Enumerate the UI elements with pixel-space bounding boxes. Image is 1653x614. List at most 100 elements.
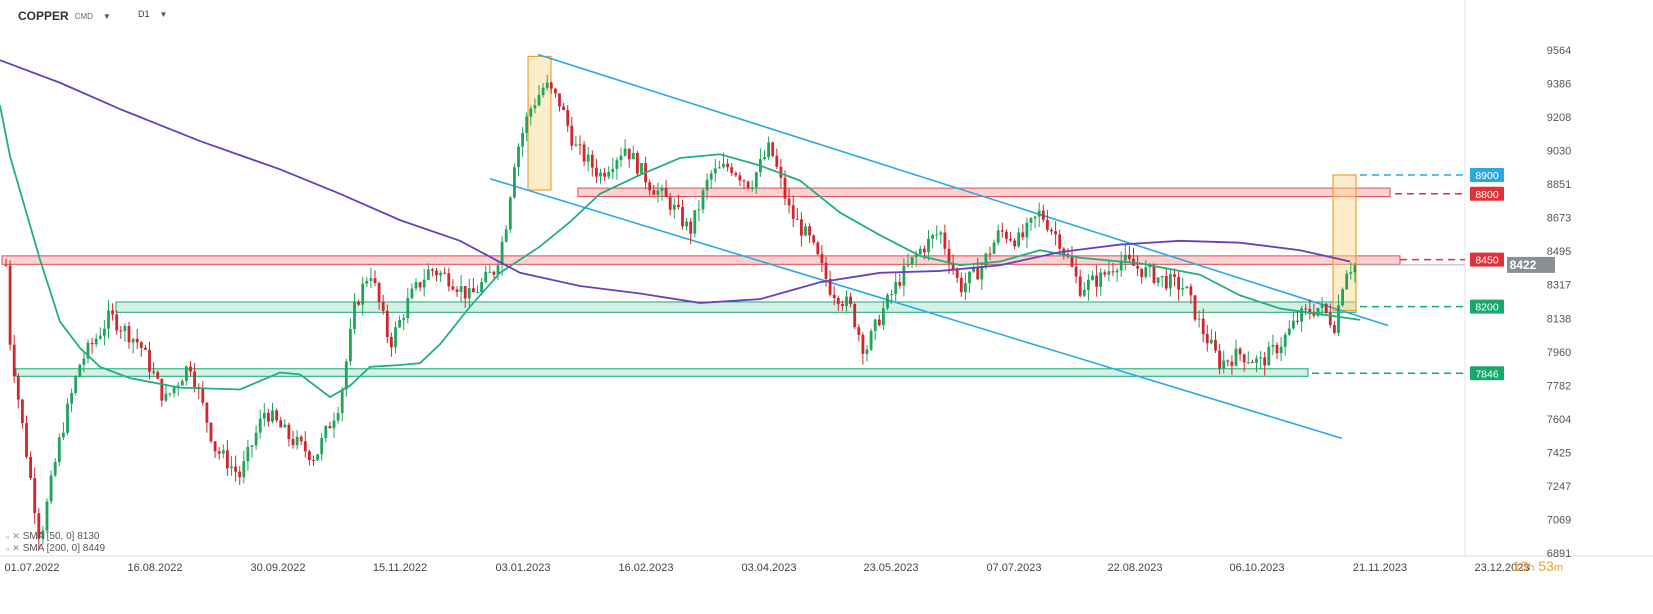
- legend-label: SMA [50, 0] 8130: [22, 531, 100, 542]
- candle-body: [636, 152, 639, 174]
- candle-body: [1341, 289, 1344, 306]
- close-icon[interactable]: ✕: [12, 543, 20, 553]
- candle-body: [37, 513, 41, 539]
- candle-body: [545, 82, 549, 88]
- interval-label: D1: [138, 9, 150, 19]
- candle-body: [898, 282, 902, 286]
- candle-body: [115, 314, 119, 331]
- x-tick-label: 03.01.2023: [495, 562, 550, 574]
- candle-body: [189, 366, 192, 372]
- candle-body: [877, 319, 881, 326]
- candle-body: [1005, 231, 1008, 239]
- candle-body: [1091, 275, 1094, 280]
- candle-body: [467, 288, 471, 299]
- candle-body: [939, 232, 943, 235]
- settings-icon[interactable]: ▫: [6, 531, 10, 542]
- candle-body: [775, 155, 779, 167]
- candle-body: [832, 294, 836, 299]
- candle-body: [570, 125, 574, 146]
- candle-body: [607, 172, 611, 177]
- settings-icon[interactable]: ▫: [6, 543, 10, 554]
- chevron-down-icon[interactable]: ▼: [102, 11, 111, 21]
- candle-body: [365, 280, 369, 284]
- candle-body: [435, 270, 438, 276]
- candle-body: [1029, 218, 1033, 223]
- price-level-badge: [1470, 167, 1504, 182]
- candle-body: [1189, 286, 1193, 296]
- legend-sma200[interactable]: ▫ ✕ SMA [200, 0] 8449: [6, 543, 105, 554]
- interval-selector[interactable]: D1 ▼: [138, 9, 167, 19]
- candle-body: [816, 242, 820, 255]
- price-level-badge: [1470, 186, 1504, 201]
- candle-body: [230, 466, 233, 469]
- price-level-label: 7846: [1475, 368, 1499, 380]
- candle-body: [209, 422, 213, 442]
- candle-body: [135, 338, 139, 343]
- candle-body: [82, 358, 86, 365]
- candle-timer: 13h 53m: [1513, 558, 1563, 574]
- x-tick-label: 23.05.2023: [863, 562, 918, 574]
- y-tick-label: 7247: [1547, 481, 1571, 493]
- legend-label: SMA [200, 0] 8449: [22, 543, 106, 554]
- candle-body: [279, 420, 283, 428]
- candle-body: [320, 437, 324, 455]
- y-tick-label: 8138: [1547, 313, 1571, 325]
- candle-body: [767, 142, 770, 158]
- x-tick-label: 07.07.2023: [986, 562, 1041, 574]
- candle-body: [1095, 275, 1098, 287]
- candle-body: [1255, 358, 1258, 364]
- legend-sma50[interactable]: ▫ ✕ SMA [50, 0] 8130: [6, 531, 99, 542]
- candle-body: [685, 221, 688, 227]
- candle-body: [894, 282, 898, 295]
- candle-body: [1148, 265, 1152, 268]
- y-tick-label: 9208: [1547, 112, 1571, 124]
- candle-body: [968, 271, 971, 284]
- candle-body: [730, 167, 734, 174]
- candle-body: [107, 310, 110, 329]
- chevron-down-icon[interactable]: ▼: [159, 9, 168, 19]
- candle-body: [1279, 346, 1283, 354]
- x-tick-label: 23.12.2023: [1474, 562, 1529, 574]
- candle-body: [955, 270, 959, 278]
- candle-body: [996, 230, 1000, 243]
- close-icon[interactable]: ✕: [12, 531, 20, 541]
- symbol-selector[interactable]: COPPER CMD ▼: [18, 9, 111, 23]
- candle-body: [217, 451, 221, 454]
- candle-body: [1201, 318, 1205, 335]
- candle-body: [1017, 232, 1021, 247]
- candle-body: [1234, 348, 1238, 366]
- price-level-badge: [1470, 299, 1504, 314]
- candle-body: [734, 173, 738, 176]
- candle-body: [1144, 267, 1148, 278]
- candle-body: [66, 403, 69, 433]
- candle-body: [849, 296, 852, 305]
- candle-body: [271, 410, 274, 422]
- candle-body: [324, 426, 328, 438]
- candle-body: [254, 432, 258, 446]
- candle-body: [672, 204, 676, 210]
- candle-body: [1173, 274, 1176, 277]
- candle-body: [771, 142, 775, 156]
- candle-body: [615, 160, 619, 169]
- candle-body: [500, 241, 504, 266]
- candle-body: [303, 441, 307, 452]
- candle-body: [455, 289, 459, 293]
- candle-body: [693, 210, 697, 234]
- candle-body: [705, 179, 709, 191]
- candle-body: [1283, 334, 1287, 347]
- candle-body: [713, 168, 717, 174]
- candle-body: [648, 182, 652, 191]
- candle-body: [1246, 361, 1250, 363]
- candle-body: [111, 310, 114, 315]
- candle-body: [492, 271, 496, 275]
- candle-body: [677, 204, 680, 208]
- candle-body: [914, 254, 918, 258]
- candle-body: [1140, 268, 1144, 278]
- timer-minutes: 53: [1538, 558, 1554, 574]
- candle-body: [1312, 313, 1316, 316]
- candle-body: [795, 218, 799, 220]
- candle-body: [689, 221, 693, 234]
- candle-body: [78, 364, 82, 377]
- candle-body: [1078, 276, 1082, 296]
